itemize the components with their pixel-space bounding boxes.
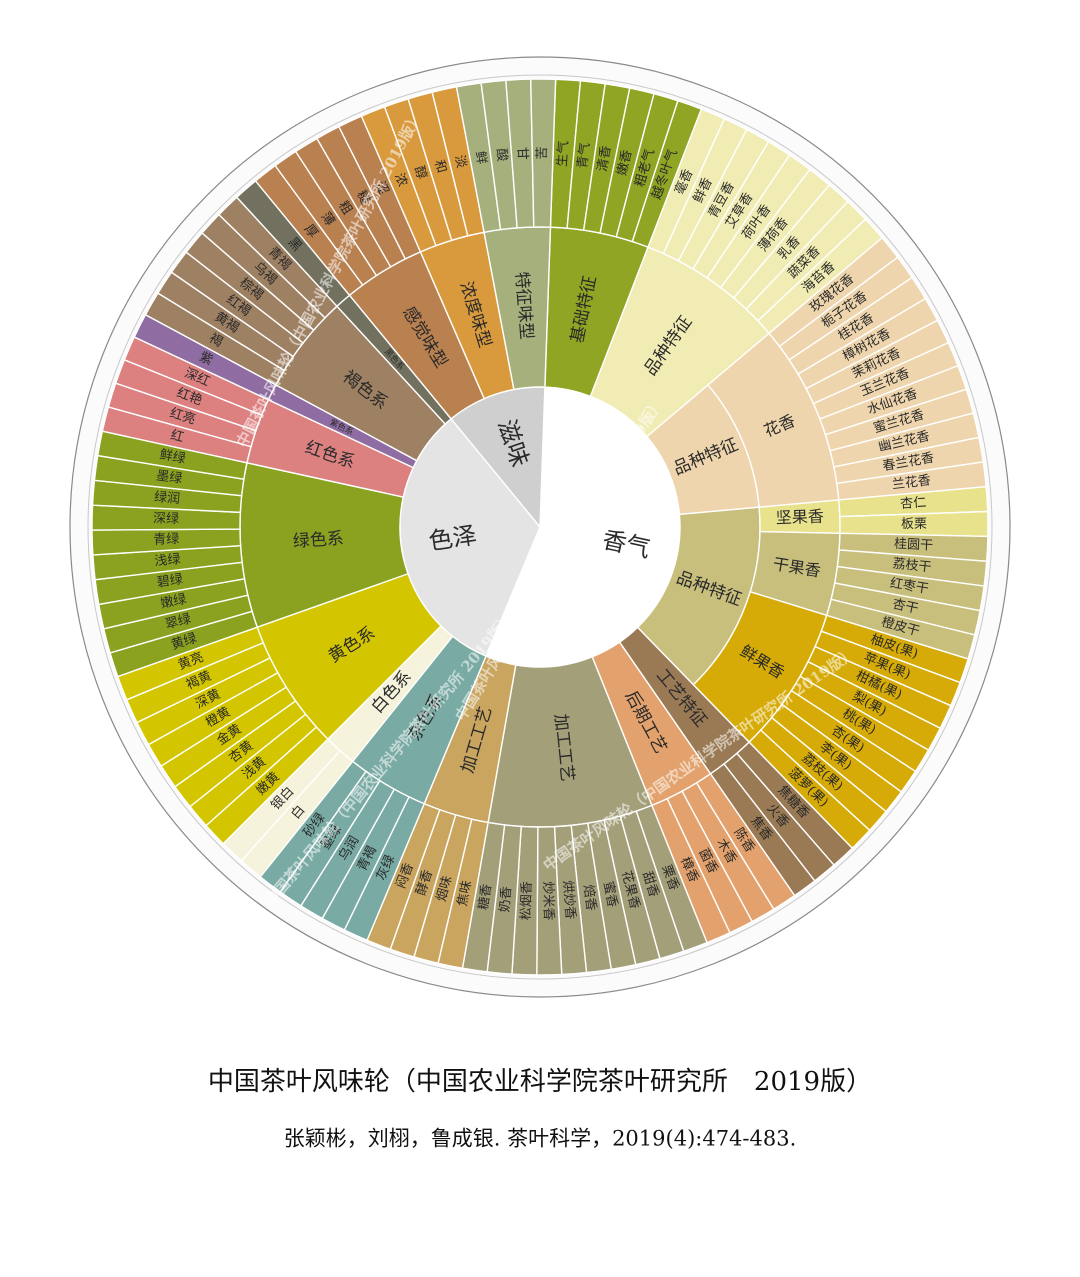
leaf-label: 杏干	[891, 597, 920, 617]
leaf-label: 翠绿	[164, 612, 193, 633]
leaf-label: 蜜香	[600, 880, 620, 908]
leaf-label: 烘炒香	[560, 880, 578, 920]
leaf-label: 甜香	[639, 870, 662, 900]
leaf-label: 松烟香	[519, 881, 535, 921]
leaf-label: 糖香	[475, 883, 495, 911]
leaf-label: 甘	[514, 147, 530, 161]
subgroup-label: 坚果香	[775, 507, 824, 528]
leaf-label: 浓	[391, 171, 410, 189]
leaf-label: 红亮	[168, 405, 198, 428]
leaf-label: 红枣干	[889, 575, 930, 597]
leaf-label: 奶香	[498, 886, 515, 913]
leaf-label: 荔枝干	[892, 556, 932, 575]
leaf-label: 桂圆干	[894, 537, 934, 554]
leaf-label: 青气	[574, 142, 593, 170]
leaf-label: 浅绿	[154, 552, 181, 569]
leaf-label: 炒米香	[540, 881, 556, 920]
leaf-label: 深绿	[153, 511, 179, 527]
leaf-label: 生气	[554, 140, 572, 167]
category-label: 色泽	[427, 521, 479, 556]
title: 中国茶叶风味轮（中国农业科学院茶叶研究所 2019版）	[208, 1067, 872, 1097]
leaf-label: 墨绿	[155, 469, 183, 487]
leaf-label: 嫩绿	[159, 592, 187, 612]
leaf-label: 鲜绿	[158, 447, 186, 467]
leaf-label: 涩	[372, 179, 391, 197]
group-label: 绿色系	[292, 529, 344, 552]
leaf-label: 清香	[595, 145, 614, 173]
leaf-label: 板栗	[901, 517, 927, 532]
leaf-label: 焙香	[580, 884, 598, 912]
leaf-label: 紫	[197, 349, 215, 368]
leaf-label: 杏仁	[900, 495, 927, 512]
leaf-label: 淡	[451, 154, 468, 170]
leaf-label: 青绿	[153, 532, 180, 548]
inner-ring-line	[87, 74, 993, 980]
leaf-label: 兰花香	[891, 472, 932, 492]
leaf-label: 烟味	[434, 874, 455, 903]
leaf-label: 糙	[353, 188, 372, 207]
leaf-label: 红	[169, 427, 185, 446]
leaf-label: 酸	[493, 148, 509, 163]
leaf-label: 醇	[411, 164, 430, 181]
leaf-label: 焦味	[455, 879, 475, 907]
leaf-label: 苦	[534, 146, 550, 159]
leaf-label: 鲜	[472, 150, 489, 165]
citation: 张颖彬，刘栩，鲁成银. 茶叶科学，2019(4):474-483.	[284, 1127, 797, 1151]
leaf-label: 绿润	[154, 490, 181, 507]
leaf-sector	[530, 78, 557, 228]
leaf-label: 碧绿	[156, 572, 184, 591]
leaf-label: 褐	[206, 331, 225, 350]
leaf-label: 嫩香	[615, 148, 636, 177]
sectors	[91, 78, 989, 976]
leaf-label: 和	[431, 158, 449, 175]
